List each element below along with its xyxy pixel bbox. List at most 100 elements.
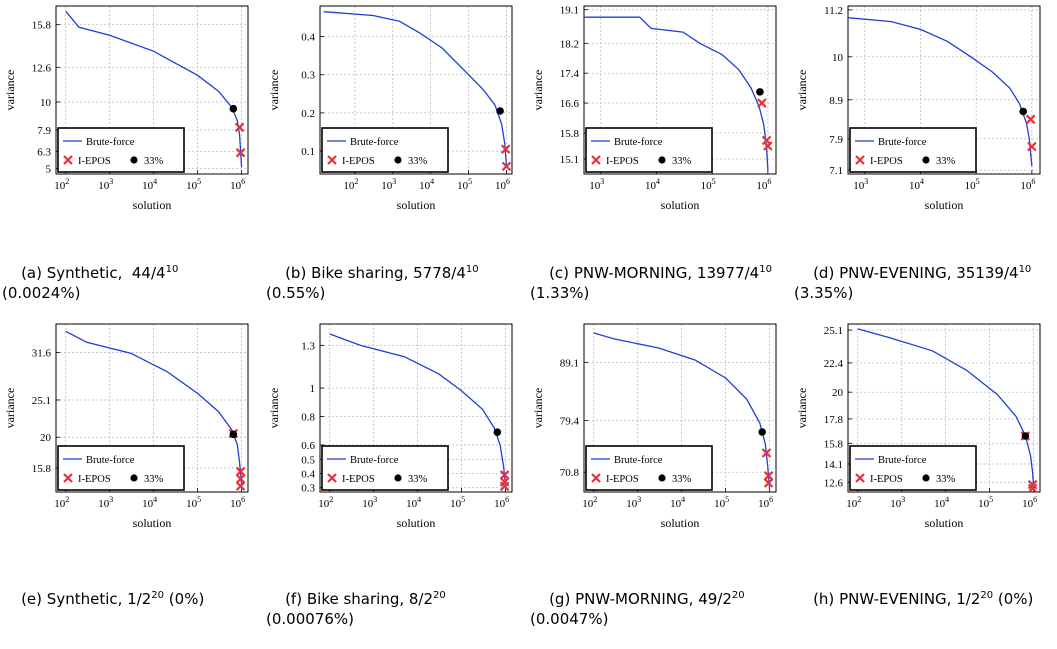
x-marker-stroke bbox=[1025, 114, 1036, 125]
y-axis-label: variance bbox=[531, 388, 545, 429]
point-i-epos bbox=[500, 144, 511, 154]
legend-dot-swatch bbox=[130, 474, 138, 482]
x-tick-label: 105 bbox=[186, 177, 201, 192]
y-tick-label: 20 bbox=[40, 432, 52, 444]
x-tick-exponent: 4 bbox=[656, 177, 660, 186]
x-tick-label: 106 bbox=[756, 177, 771, 192]
legend: Brute-force I-EPOS 33% bbox=[57, 445, 185, 491]
point-i-epos bbox=[235, 466, 246, 477]
legend-label-33-percent: 33% bbox=[936, 474, 956, 485]
chart-panel-f: 102 103 104 105 106 0.3 0.4 0.5 0.6 0.8 1 1.3 soluti… bbox=[264, 318, 528, 530]
x-axis-label: solution bbox=[133, 516, 172, 530]
chart-panel-d: 103 104 105 106 7.1 7.9 8.9 10 11.2 solution varia… bbox=[792, 0, 1056, 212]
y-tick-label: 0.2 bbox=[301, 108, 315, 120]
x-axis-label: solution bbox=[661, 198, 700, 212]
x-marker-stroke bbox=[591, 473, 601, 483]
caption-b: (b) Bike sharing, 5778/410 (0.55%) bbox=[266, 240, 524, 323]
y-tick-label: 25.1 bbox=[824, 325, 843, 337]
legend-box bbox=[321, 127, 449, 173]
legend: Brute-force I-EPOS 33% bbox=[849, 127, 977, 173]
caption-text: Bike sharing, 8/2 bbox=[306, 590, 434, 608]
y-tick-label: 0.6 bbox=[301, 440, 315, 452]
x-tick-exponent: 2 bbox=[329, 495, 333, 504]
legend: Brute-force I-EPOS 33% bbox=[585, 127, 713, 173]
y-tick-label: 0.8 bbox=[301, 412, 315, 424]
chart-panel-c: 103 104 105 106 15.1 15.8 16.6 17.4 18.2 19.1 solu… bbox=[528, 0, 792, 212]
x-marker-stroke bbox=[591, 155, 601, 165]
legend-box bbox=[57, 445, 185, 491]
y-tick-label: 20 bbox=[832, 387, 844, 399]
y-tick-label: 79.4 bbox=[560, 416, 580, 428]
x-marker-stroke bbox=[855, 155, 865, 165]
caption-text: Synthetic, 1/2 bbox=[46, 590, 152, 608]
x-marker-stroke bbox=[63, 473, 73, 483]
x-tick-exponent: 5 bbox=[976, 177, 980, 186]
series-line-brute-force bbox=[65, 330, 243, 485]
x-tick-exponent: 6 bbox=[506, 177, 510, 186]
y-tick-label: 0.5 bbox=[301, 454, 315, 466]
caption-tail: (0.0024%) bbox=[2, 264, 184, 302]
y-tick-label: 5 bbox=[46, 164, 52, 176]
x-tick-exponent: 2 bbox=[354, 177, 358, 186]
y-tick-label: 7.9 bbox=[829, 134, 843, 146]
point-i-epos bbox=[501, 161, 512, 172]
x-tick-label: 105 bbox=[701, 177, 716, 192]
x-tick-exponent: 5 bbox=[461, 495, 465, 504]
legend-label-33-percent: 33% bbox=[144, 474, 164, 485]
chart-panel-b: 102 103 104 105 106 0.1 0.2 0.3 0.4 solution varia… bbox=[264, 0, 528, 212]
x-tick-label: 103 bbox=[626, 495, 641, 510]
caption-text: PNW-EVENING, 1/2 bbox=[839, 590, 981, 608]
x-tick-exponent: 3 bbox=[864, 177, 868, 186]
caption-exponent: 20 bbox=[433, 590, 446, 601]
caption-letter: (h) bbox=[813, 590, 835, 608]
legend-label-brute-force: Brute-force bbox=[350, 455, 399, 466]
x-marker-stroke bbox=[501, 161, 512, 172]
x-axis-label: solution bbox=[661, 516, 700, 530]
x-tick-exponent: 3 bbox=[600, 177, 604, 186]
y-axis-label: variance bbox=[795, 388, 809, 429]
legend-label-33-percent: 33% bbox=[672, 474, 692, 485]
legend-dot-swatch bbox=[394, 474, 402, 482]
x-tick-exponent: 4 bbox=[153, 177, 157, 186]
x-tick-exponent: 5 bbox=[989, 495, 993, 504]
x-tick-label: 103 bbox=[890, 495, 905, 510]
chart-b: 102 103 104 105 106 0.1 0.2 0.3 0.4 solution varia… bbox=[267, 5, 513, 212]
chart-a: 102 103 104 105 106 5 6.3 7.9 10 12.6 15.8 solution… bbox=[3, 5, 249, 212]
legend-label-33-percent: 33% bbox=[408, 156, 428, 167]
x-tick-exponent: 4 bbox=[920, 177, 924, 186]
x-marker-stroke bbox=[763, 478, 774, 488]
plot-frame bbox=[583, 5, 777, 175]
caption-c: (c) PNW-MORNING, 13977/410 (1.33%) bbox=[530, 240, 788, 323]
x-tick-label: 104 bbox=[142, 177, 157, 192]
point-i-epos bbox=[1025, 114, 1036, 125]
legend-label-brute-force: Brute-force bbox=[86, 455, 135, 466]
y-axis-label: variance bbox=[3, 70, 17, 111]
caption-f: (f) Bike sharing, 8/220 (0.00076%) bbox=[266, 566, 524, 649]
x-marker-stroke bbox=[235, 147, 246, 158]
x-marker-stroke bbox=[235, 466, 246, 477]
caption-tail: (1.33%) bbox=[530, 264, 777, 302]
x-axis-label: solution bbox=[133, 198, 172, 212]
legend-label-brute-force: Brute-force bbox=[614, 455, 663, 466]
x-tick-exponent: 2 bbox=[65, 495, 69, 504]
point-i-epos bbox=[235, 147, 246, 158]
plot-frame bbox=[319, 5, 513, 175]
legend-label-brute-force: Brute-force bbox=[878, 455, 927, 466]
caption-letter: (a) bbox=[21, 264, 42, 282]
x-tick-label: 102 bbox=[54, 495, 69, 510]
legend: Brute-force I-EPOS 33% bbox=[321, 445, 449, 491]
legend-label-brute-force: Brute-force bbox=[614, 137, 663, 148]
x-tick-exponent: 4 bbox=[430, 177, 434, 186]
x-tick-exponent: 5 bbox=[197, 495, 201, 504]
x-tick-exponent: 2 bbox=[857, 495, 861, 504]
point-i-epos bbox=[761, 448, 772, 458]
y-tick-label: 15.1 bbox=[560, 154, 579, 166]
x-marker-stroke bbox=[63, 155, 73, 165]
legend-dot-swatch bbox=[658, 474, 666, 482]
point-33-percent bbox=[229, 104, 238, 113]
x-tick-label: 104 bbox=[419, 177, 434, 192]
x-tick-label: 103 bbox=[98, 495, 113, 510]
y-tick-label: 89.1 bbox=[560, 357, 579, 369]
caption-letter: (f) bbox=[285, 590, 303, 608]
point-33-percent bbox=[1019, 107, 1028, 116]
